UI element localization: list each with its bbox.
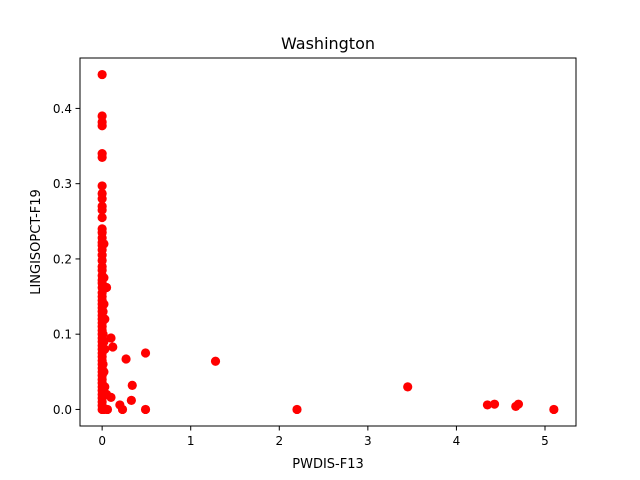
data-point <box>98 359 108 369</box>
data-point <box>99 299 109 309</box>
data-point <box>121 354 131 364</box>
data-point <box>106 392 116 402</box>
y-tick-label: 0.2 <box>53 252 72 266</box>
data-point <box>97 205 107 215</box>
data-point <box>102 404 113 415</box>
data-point <box>210 356 221 366</box>
data-point <box>98 329 108 339</box>
data-point <box>513 399 524 409</box>
y-axis-label: LINGISOPCT-F19 <box>29 189 44 295</box>
y-tick-label: 0.1 <box>53 328 72 342</box>
data-point <box>140 404 151 415</box>
y-tick-label: 0.3 <box>53 177 72 191</box>
data-point <box>97 194 107 204</box>
y-tick-label: 0.0 <box>53 403 72 417</box>
data-point <box>99 273 109 283</box>
x-tick-label: 3 <box>364 434 372 448</box>
data-point <box>117 404 128 415</box>
chart-title: Washington <box>281 34 375 53</box>
x-tick-label: 4 <box>453 434 461 448</box>
data-point <box>97 212 107 223</box>
data-point <box>97 152 107 162</box>
data-point <box>101 282 112 293</box>
x-tick-label: 0 <box>98 434 106 448</box>
data-point <box>127 380 137 390</box>
data-point <box>100 382 110 392</box>
data-point <box>97 69 107 80</box>
data-point <box>126 395 136 406</box>
data-point <box>99 367 109 377</box>
scatter-points <box>97 69 559 415</box>
data-point <box>292 404 302 415</box>
data-point <box>97 181 107 191</box>
plot-frame <box>79 57 577 427</box>
data-point <box>97 121 107 131</box>
data-point <box>489 399 500 409</box>
data-point <box>108 342 118 352</box>
data-point <box>99 337 109 347</box>
data-point <box>100 344 110 354</box>
data-point <box>482 400 493 410</box>
data-point <box>403 382 413 392</box>
x-tick-label: 5 <box>541 434 549 448</box>
data-point <box>100 314 110 324</box>
data-point <box>549 404 559 415</box>
y-axis-ticks: 0.0 0.1 0.2 0.3 0.4 <box>53 102 80 417</box>
x-axis-ticks: 0 1 2 3 4 5 <box>98 426 549 448</box>
x-tick-label: 1 <box>187 434 195 448</box>
x-tick-label: 2 <box>275 434 283 448</box>
y-tick-label: 0.4 <box>53 102 72 116</box>
x-axis-label: PWDIS-F13 <box>292 457 364 472</box>
data-point <box>99 239 109 249</box>
data-point <box>106 333 116 343</box>
data-point <box>98 307 108 317</box>
data-point <box>140 348 151 358</box>
